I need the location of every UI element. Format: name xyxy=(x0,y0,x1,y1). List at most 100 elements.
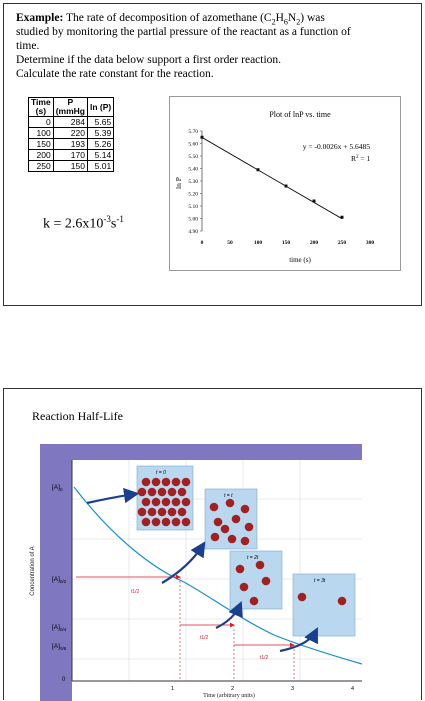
half-life-label-3: t1/2 xyxy=(260,655,269,661)
box-t-2half: t = 2t xyxy=(229,550,283,610)
cell: 5.01 xyxy=(86,160,115,172)
molecule xyxy=(177,507,187,517)
y-axis-label: Concentration of A xyxy=(30,546,36,595)
cell: 284 xyxy=(52,116,88,128)
cell: 5.65 xyxy=(86,116,115,128)
x-tick-label: 50 xyxy=(227,240,233,246)
molecule xyxy=(227,534,237,544)
molecule xyxy=(181,517,191,527)
header-time: Time (s) xyxy=(28,97,54,117)
molecule xyxy=(225,498,235,508)
pointer-arrow-0 xyxy=(86,487,140,505)
box-label-t2: t = 2t xyxy=(247,555,259,561)
table-row: 100 220 5.39 xyxy=(28,127,115,139)
subscript: 6 xyxy=(283,17,288,27)
r-squared: R2 = 1 xyxy=(351,154,370,163)
molecule xyxy=(261,576,271,586)
formula-n: N xyxy=(287,12,297,24)
example-label: Example: xyxy=(16,12,64,24)
intro-text: The rate of decomposition of azomethane … xyxy=(63,12,272,24)
molecule xyxy=(141,517,151,527)
cell: 170 xyxy=(52,149,88,161)
y-tick-label: 5.10 xyxy=(188,204,198,210)
molecule xyxy=(147,507,157,517)
header-pressure: P (mmHg xyxy=(52,97,88,117)
molecule xyxy=(181,497,191,507)
trendline-equation: y = -0.0026x + 5.6485 xyxy=(303,142,370,151)
molecule xyxy=(151,497,161,507)
molecule xyxy=(209,502,219,512)
x-tick-label: 100 xyxy=(254,240,263,246)
molecule xyxy=(240,504,250,514)
x-tick-1: 1 xyxy=(171,686,174,692)
molecule xyxy=(297,592,307,602)
molecule xyxy=(255,560,265,570)
box-label-t1: t = t xyxy=(224,493,233,499)
cell: 5.14 xyxy=(86,149,115,161)
box-t0: t = 0 xyxy=(136,465,194,531)
molecule xyxy=(249,596,259,606)
molecule xyxy=(210,532,220,542)
molecule xyxy=(161,497,171,507)
molecule xyxy=(235,564,245,574)
y-tick-label: 5.20 xyxy=(188,192,198,198)
molecule xyxy=(171,497,181,507)
formula-h: H xyxy=(275,12,284,24)
y-axis-label: ln P xyxy=(174,177,183,189)
problem-line-4: Determine if the data below support a fi… xyxy=(16,54,282,66)
table-header-row: Time (s) P (mmHg ln (P) xyxy=(28,97,115,117)
table-row: 150 193 5.26 xyxy=(28,138,115,150)
lnp-chart-svg: Plot of lnP vs. time y = -0.0026x + 5.64… xyxy=(174,110,374,264)
trendline xyxy=(201,137,343,220)
cell: 5.39 xyxy=(86,127,115,139)
molecule xyxy=(239,582,249,592)
problem-line-1: Example: The rate of decomposition of az… xyxy=(16,11,325,29)
problem-line-5: Calculate the rate constant for the reac… xyxy=(16,68,214,80)
molecule xyxy=(141,477,151,487)
subscript: 2 xyxy=(271,17,276,27)
chart-axes: 4.90 5.00 5.10 5.20 5.30 5.40 5.50 5.60 5.70 0 50 1… xyxy=(188,129,374,246)
left-panel xyxy=(40,444,72,701)
cell: 250 xyxy=(28,160,54,172)
chart-marks xyxy=(200,135,344,220)
decay-curve xyxy=(73,486,363,665)
molecule xyxy=(147,487,157,497)
problem-line-3: time. xyxy=(16,40,40,52)
x-tick-3: 3 xyxy=(291,686,294,692)
x-axis-label: Time (arbitrary units) xyxy=(203,692,255,699)
cell: 5.26 xyxy=(86,138,115,150)
molecule xyxy=(161,477,171,487)
pointer-arrow-3 xyxy=(279,627,318,653)
y-tick-label: 5.00 xyxy=(188,217,198,223)
table-row: 250 150 5.01 xyxy=(28,160,115,172)
box-t-half: t = t xyxy=(204,488,258,550)
molecule xyxy=(220,524,230,534)
x-tick-label: 150 xyxy=(282,240,291,246)
chart-title: Plot of lnP vs. time xyxy=(269,110,331,119)
x-tick-label: 200 xyxy=(310,240,319,246)
level-a0-eighth: [A]0/8 xyxy=(52,643,67,651)
slide-half-life: Reaction Half-Life Concentration of A Ti… xyxy=(3,388,422,701)
molecule xyxy=(240,536,250,546)
molecule xyxy=(167,487,177,497)
table-row: 0 284 5.65 xyxy=(28,116,115,128)
data-point xyxy=(340,215,344,219)
molecule xyxy=(231,514,241,524)
molecule xyxy=(151,517,161,527)
lnp-chart: Plot of lnP vs. time y = -0.0026x + 5.64… xyxy=(169,96,401,271)
molecule xyxy=(151,477,161,487)
box-t-3half: t = 3t xyxy=(292,573,356,637)
pointer-arrow-1 xyxy=(161,541,206,584)
y-tick-label: 5.30 xyxy=(188,179,198,185)
cell: 193 xyxy=(52,138,88,150)
molecule xyxy=(157,507,167,517)
level-a0-quarter: [A]0/4 xyxy=(52,624,67,632)
y-tick-label: 5.60 xyxy=(188,142,198,148)
slide-title: Reaction Half-Life xyxy=(32,409,123,423)
y-tick-label: 5.70 xyxy=(188,129,198,135)
x-tick-label: 250 xyxy=(338,240,347,246)
molecule xyxy=(177,487,187,497)
data-point xyxy=(256,168,260,172)
data-point xyxy=(312,199,316,203)
x-tick-2: 2 xyxy=(231,686,234,692)
